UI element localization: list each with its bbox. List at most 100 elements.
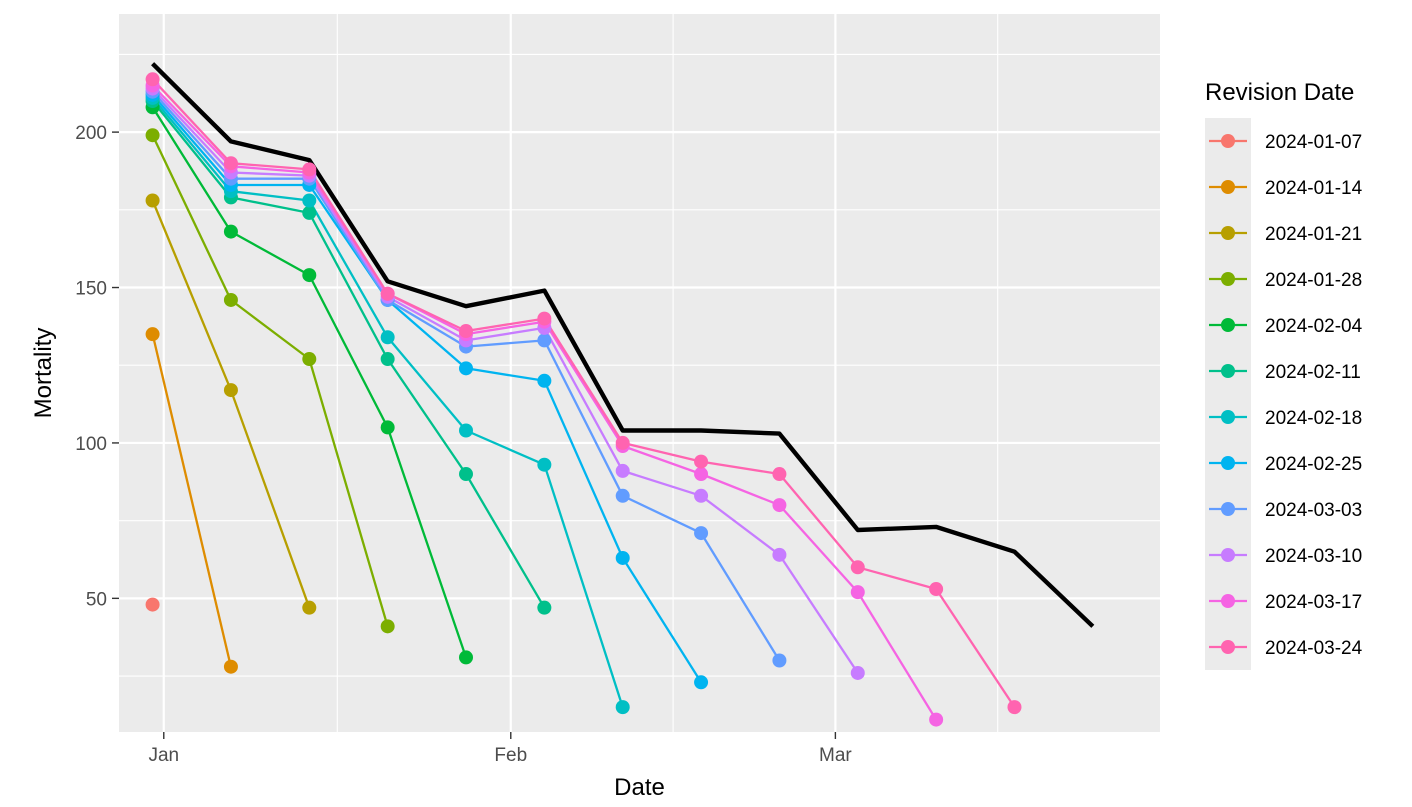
legend-item: 2024-01-21 [1209, 224, 1362, 245]
data-point-2024-02-18 [302, 193, 317, 208]
data-point-2024-01-28 [145, 128, 160, 143]
legend-key-point [1221, 364, 1235, 378]
data-point-2024-01-28 [223, 292, 238, 307]
legend-label: 2024-03-24 [1265, 638, 1363, 659]
legend-label: 2024-03-03 [1265, 500, 1362, 521]
data-point-2024-02-18 [615, 700, 630, 715]
plot-panel-background [119, 14, 1160, 732]
x-tick-label: Mar [819, 745, 852, 766]
data-point-2024-01-21 [302, 600, 317, 615]
legend-label: 2024-01-14 [1265, 178, 1363, 199]
final-mortality-line [151, 62, 1095, 628]
data-point-2024-02-04 [302, 268, 317, 283]
y-tick-label: 150 [75, 279, 107, 300]
legend-key-point [1221, 548, 1235, 562]
legend-key-point [1221, 640, 1235, 654]
data-point-2024-02-18 [537, 457, 552, 472]
final-series-line [151, 62, 1095, 628]
series-line-2024-03-24 [151, 78, 1016, 708]
data-point-2024-03-10 [850, 665, 865, 680]
series-line-2024-03-10 [151, 87, 859, 674]
legend-item: 2024-03-24 [1209, 638, 1363, 659]
data-point-2024-01-14 [145, 327, 160, 342]
legend-label: 2024-02-04 [1265, 316, 1363, 337]
y-axis-title: Mortality [30, 328, 57, 419]
data-point-2024-03-24 [694, 454, 709, 469]
legend-title: Revision Date [1205, 79, 1354, 106]
legend-item: 2024-03-17 [1209, 592, 1362, 613]
data-point-2024-03-24 [380, 286, 395, 301]
series-line-2024-01-28 [151, 134, 389, 627]
data-point-2024-03-17 [772, 498, 787, 513]
axes: 50 100 150 200 Jan Feb Mar [75, 123, 852, 766]
data-point-2024-03-24 [223, 156, 238, 171]
data-point-2024-03-17 [929, 712, 944, 727]
legend-key-point [1221, 134, 1235, 148]
series-points [145, 72, 1022, 727]
data-point-2024-03-24 [459, 324, 473, 339]
data-point-2024-03-24 [302, 162, 317, 177]
data-point-2024-02-11 [459, 467, 473, 482]
legend-key-point [1221, 456, 1235, 470]
y-tick-label: 100 [75, 434, 107, 455]
legend-item: 2024-02-11 [1209, 362, 1361, 383]
data-point-2024-03-10 [615, 463, 630, 478]
data-point-2024-02-04 [380, 420, 395, 435]
legend-label: 2024-02-25 [1265, 454, 1362, 475]
legend-label: 2024-03-10 [1265, 546, 1362, 567]
legend-label: 2024-03-17 [1265, 592, 1362, 613]
legend-key-point [1221, 318, 1235, 332]
x-axis-title: Date [614, 774, 665, 801]
data-point-2024-03-17 [850, 585, 865, 600]
data-point-2024-03-24 [1007, 700, 1022, 715]
gridlines [119, 14, 1160, 732]
data-point-2024-02-25 [459, 361, 473, 376]
data-point-2024-02-11 [302, 205, 317, 220]
data-point-2024-03-10 [772, 547, 787, 562]
data-point-2024-03-24 [537, 311, 552, 326]
legend-item: 2024-01-07 [1209, 132, 1362, 153]
series-line-2024-01-14 [151, 333, 233, 667]
data-point-2024-03-24 [145, 72, 160, 87]
x-tick-label: Feb [494, 745, 527, 766]
data-point-2024-02-04 [459, 650, 473, 665]
data-point-2024-02-11 [537, 600, 552, 615]
data-point-2024-01-14 [223, 659, 238, 674]
data-point-2024-03-03 [772, 653, 787, 668]
legend-item: 2024-01-28 [1209, 270, 1362, 291]
legend-key-point [1221, 180, 1235, 194]
data-point-2024-03-24 [850, 560, 865, 575]
series-line-2024-02-25 [151, 94, 703, 683]
legend-key-point [1221, 502, 1235, 516]
plot-panel [119, 14, 1160, 732]
data-point-2024-02-18 [459, 423, 473, 438]
legend-label: 2024-01-28 [1265, 270, 1362, 291]
legend-label: 2024-02-18 [1265, 408, 1362, 429]
data-point-2024-01-28 [380, 619, 395, 634]
legend-item: 2024-03-10 [1209, 546, 1362, 567]
legend-key-point [1221, 226, 1235, 240]
legend-label: 2024-01-21 [1265, 224, 1362, 245]
legend-item: 2024-03-03 [1209, 500, 1362, 521]
data-point-2024-03-17 [694, 467, 709, 482]
data-point-2024-02-11 [380, 352, 395, 367]
data-point-2024-03-24 [929, 582, 944, 597]
data-point-2024-01-07 [145, 597, 160, 612]
legend-label: 2024-01-07 [1265, 132, 1362, 153]
series-line-2024-02-11 [151, 100, 546, 609]
data-point-2024-02-25 [615, 550, 630, 565]
data-point-2024-03-03 [537, 333, 552, 348]
data-point-2024-03-24 [615, 435, 630, 450]
legend-item: 2024-01-14 [1209, 178, 1363, 199]
data-point-2024-02-25 [537, 373, 552, 388]
data-point-2024-02-18 [380, 330, 395, 345]
data-point-2024-03-03 [615, 488, 630, 503]
y-tick-label: 50 [86, 589, 107, 610]
legend-key-background [1205, 118, 1251, 670]
y-tick-label: 200 [75, 123, 107, 144]
data-point-2024-02-04 [223, 224, 238, 239]
legend-key-point [1221, 594, 1235, 608]
legend-key-point [1221, 410, 1235, 424]
data-point-2024-01-21 [145, 193, 160, 208]
